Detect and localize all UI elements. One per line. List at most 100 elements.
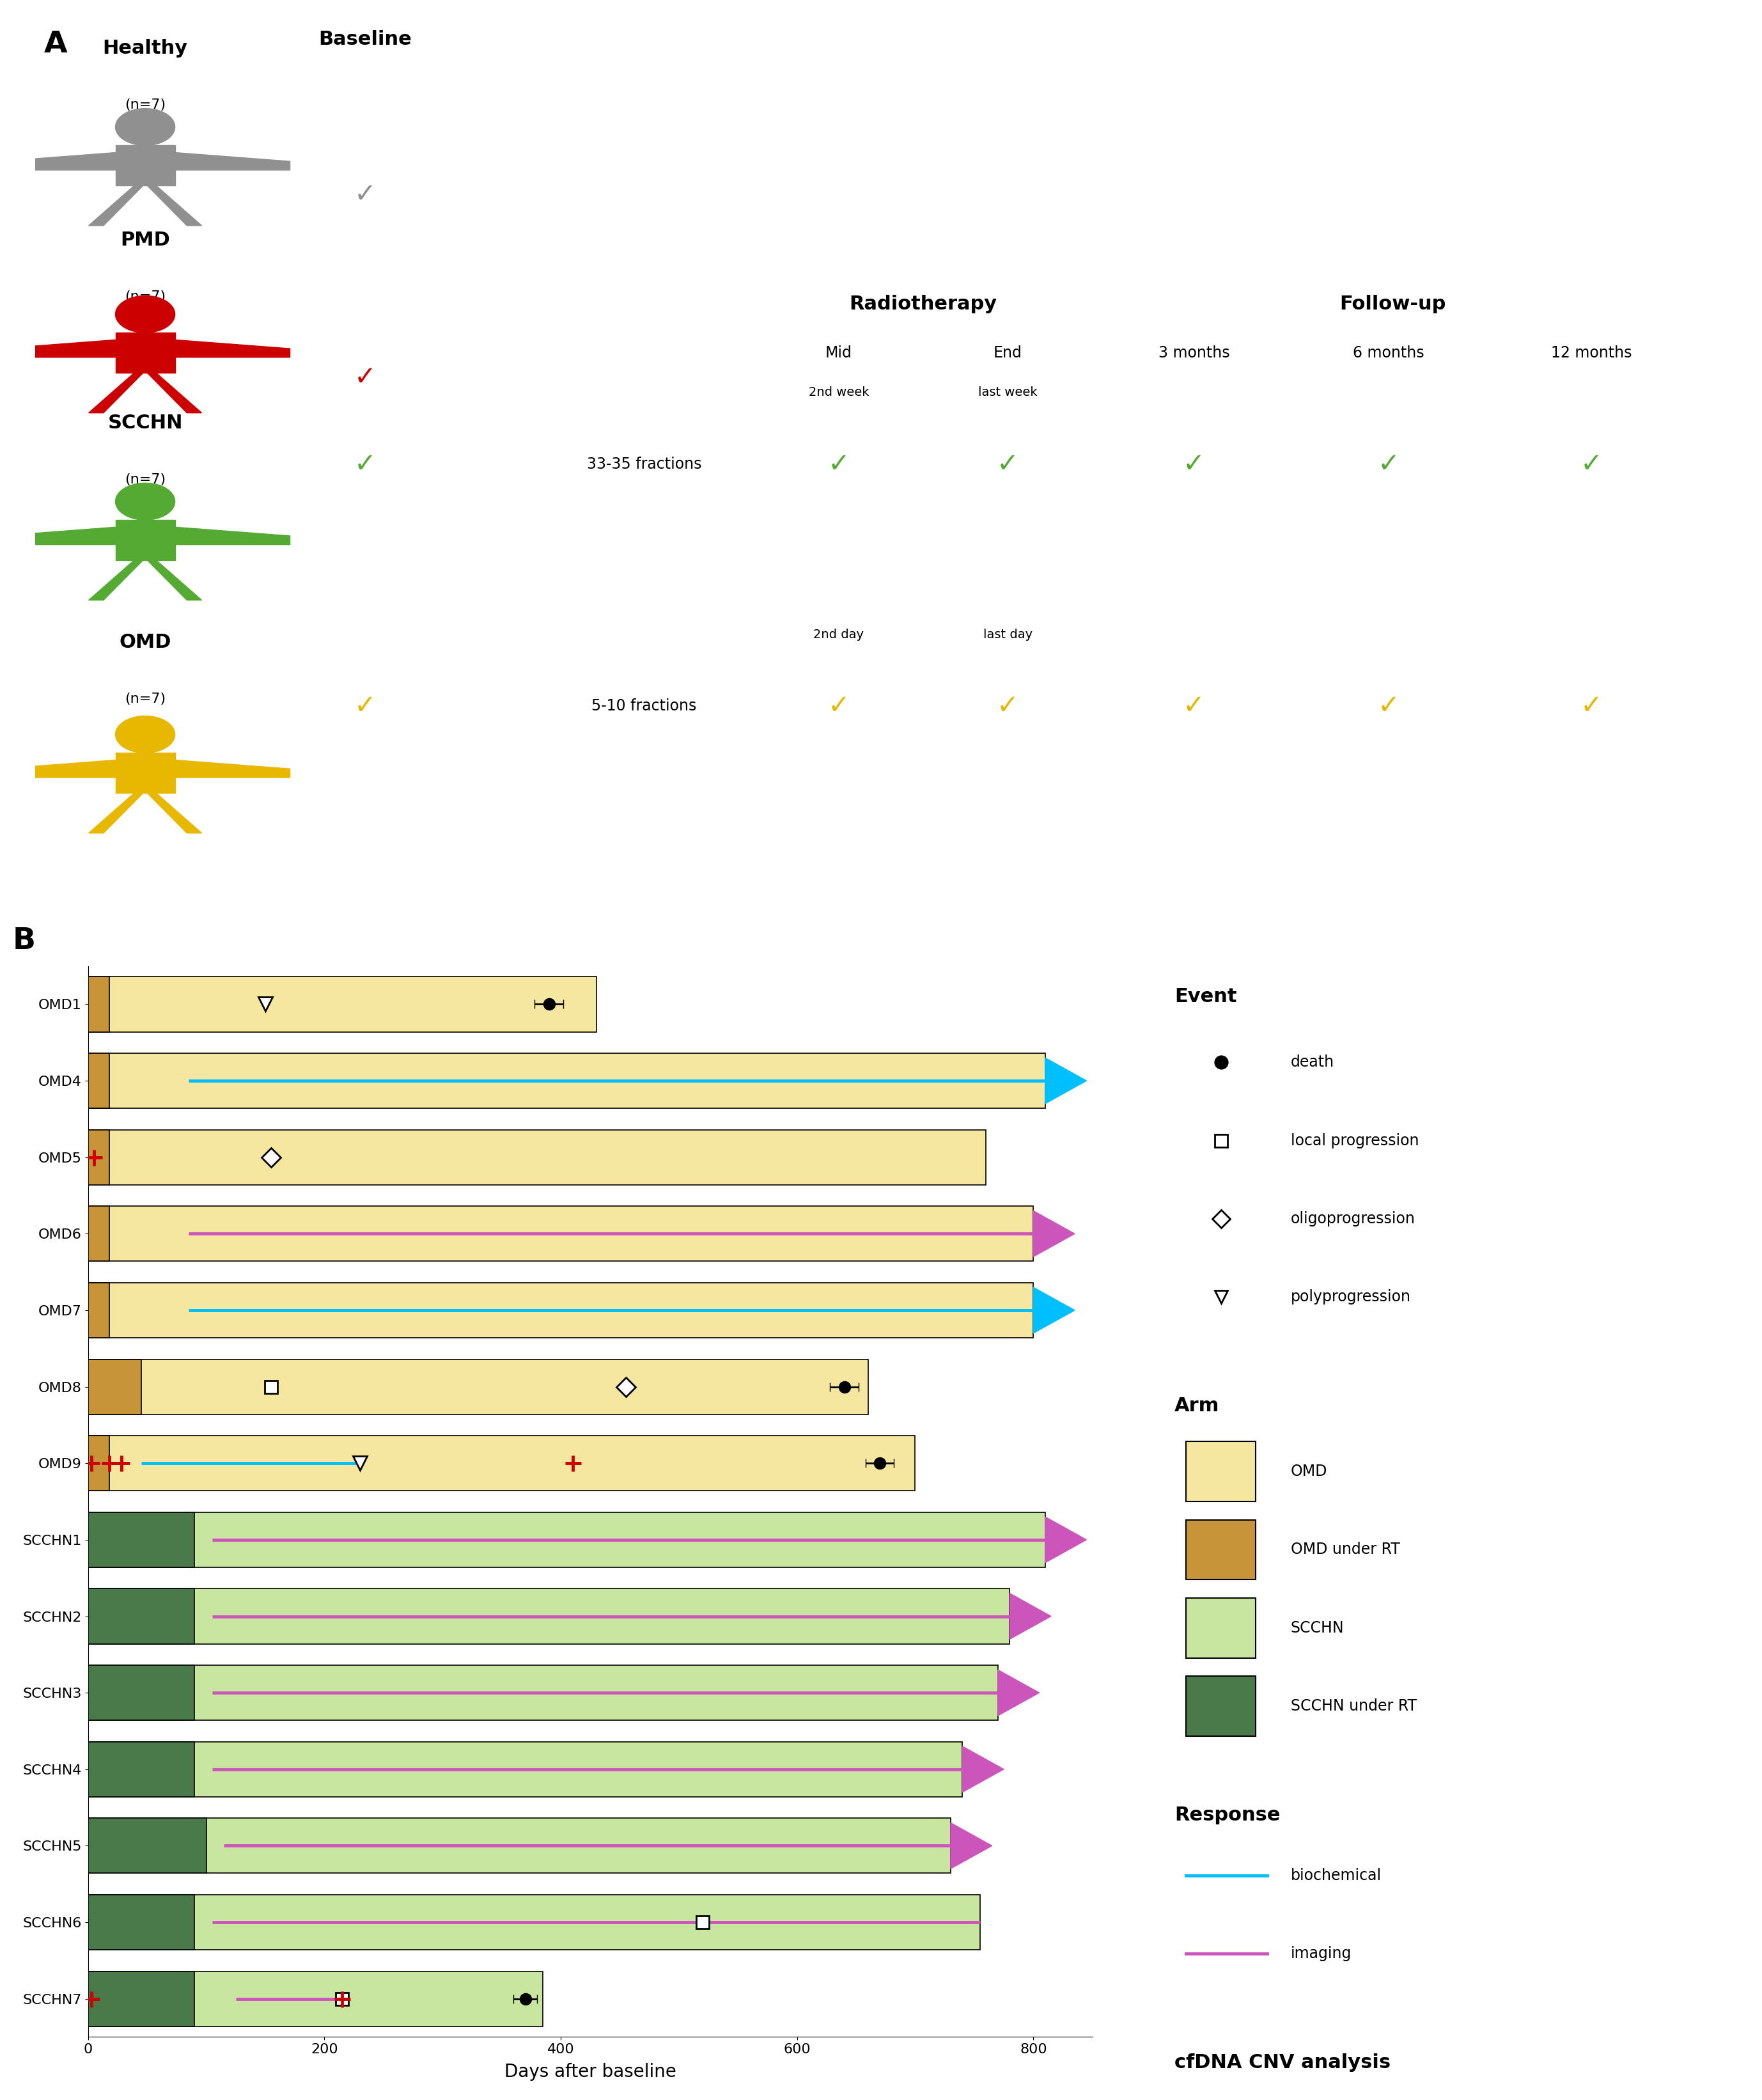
Bar — [88, 1283, 1033, 1338]
Bar — [88, 1130, 987, 1184]
Text: Healthy: Healthy — [102, 40, 189, 59]
Bar — [88, 1741, 962, 1798]
Text: SCCHN: SCCHN — [107, 414, 183, 433]
Polygon shape — [174, 527, 291, 544]
FancyBboxPatch shape — [1186, 1598, 1256, 1657]
Text: ✓: ✓ — [354, 363, 377, 391]
Bar — [88, 1205, 109, 1262]
Polygon shape — [116, 332, 174, 372]
Polygon shape — [962, 1747, 1004, 1791]
Polygon shape — [116, 716, 174, 754]
Text: Baseline: Baseline — [319, 29, 412, 48]
Text: (n=7): (n=7) — [125, 290, 166, 302]
Polygon shape — [88, 561, 143, 601]
Bar — [88, 1819, 951, 1873]
Polygon shape — [0, 340, 116, 357]
Text: SCCHN under RT: SCCHN under RT — [1290, 1699, 1417, 1714]
Bar — [88, 1205, 1033, 1262]
Bar — [88, 1972, 194, 2026]
Text: ✓: ✓ — [1581, 452, 1603, 477]
Bar — [88, 1590, 194, 1644]
Polygon shape — [116, 752, 174, 794]
Text: 3 months: 3 months — [1158, 344, 1230, 361]
X-axis label: Days after baseline: Days after baseline — [504, 2062, 677, 2081]
Text: 12 months: 12 months — [1551, 344, 1632, 361]
Polygon shape — [174, 153, 291, 170]
Text: 2nd week: 2nd week — [809, 386, 869, 399]
Bar — [88, 1512, 194, 1567]
Text: cfDNA CNV analysis: cfDNA CNV analysis — [1173, 2054, 1390, 2071]
Text: imaging: imaging — [1290, 1947, 1351, 1961]
FancyBboxPatch shape — [1186, 1676, 1256, 1737]
Text: ✓: ✓ — [1378, 452, 1399, 477]
Bar — [88, 1436, 109, 1491]
Text: ✓: ✓ — [828, 452, 849, 477]
Polygon shape — [0, 760, 116, 777]
Text: death: death — [1290, 1054, 1334, 1071]
Text: ✓: ✓ — [1182, 452, 1205, 477]
Text: ✓: ✓ — [354, 181, 377, 208]
Text: (n=7): (n=7) — [125, 99, 166, 111]
Bar — [88, 1130, 109, 1184]
Polygon shape — [88, 185, 143, 225]
Text: ✓: ✓ — [997, 693, 1018, 720]
Text: OMD under RT: OMD under RT — [1290, 1541, 1401, 1558]
Text: SCCHN: SCCHN — [1290, 1621, 1344, 1636]
Text: (n=7): (n=7) — [125, 472, 166, 485]
Text: last week: last week — [978, 386, 1038, 399]
Polygon shape — [146, 794, 203, 834]
Bar — [88, 1819, 206, 1873]
Text: last day: last day — [983, 628, 1033, 640]
Polygon shape — [1033, 1212, 1075, 1256]
Text: oligoprogression: oligoprogression — [1290, 1212, 1415, 1226]
Polygon shape — [88, 794, 143, 834]
Text: ✓: ✓ — [1378, 693, 1399, 720]
Text: ✓: ✓ — [828, 693, 849, 720]
Text: 33-35 fractions: 33-35 fractions — [587, 456, 701, 473]
Bar — [88, 1894, 194, 1949]
Text: PMD: PMD — [120, 231, 171, 250]
Polygon shape — [0, 153, 116, 170]
Polygon shape — [116, 483, 174, 521]
Text: A: A — [44, 29, 67, 59]
Text: 2nd day: 2nd day — [814, 628, 863, 640]
Polygon shape — [1045, 1516, 1087, 1562]
Polygon shape — [1010, 1594, 1052, 1640]
Polygon shape — [1045, 1058, 1087, 1105]
Polygon shape — [997, 1670, 1040, 1716]
Polygon shape — [0, 527, 116, 544]
Text: (n=7): (n=7) — [125, 693, 166, 706]
Polygon shape — [146, 185, 203, 225]
Text: Event: Event — [1173, 987, 1237, 1006]
FancyBboxPatch shape — [1186, 1520, 1256, 1579]
Bar — [88, 1359, 869, 1413]
Polygon shape — [1033, 1287, 1075, 1334]
Text: Follow-up: Follow-up — [1339, 294, 1447, 313]
Text: Mid: Mid — [825, 344, 853, 361]
Polygon shape — [116, 296, 174, 332]
Bar — [88, 1436, 914, 1491]
Bar — [88, 1741, 194, 1798]
Polygon shape — [116, 109, 174, 145]
Bar — [88, 977, 596, 1031]
Text: OMD: OMD — [120, 632, 171, 651]
Text: ✓: ✓ — [997, 452, 1018, 477]
Text: 6 months: 6 months — [1353, 344, 1424, 361]
Bar — [88, 1054, 109, 1109]
Bar — [88, 1665, 997, 1720]
Text: B: B — [12, 926, 35, 956]
Bar — [88, 1665, 194, 1720]
Text: ✓: ✓ — [1581, 693, 1603, 720]
Text: local progression: local progression — [1290, 1132, 1418, 1149]
Polygon shape — [146, 561, 203, 601]
Polygon shape — [88, 372, 143, 414]
Bar — [88, 1894, 980, 1949]
Bar — [88, 1972, 543, 2026]
Polygon shape — [951, 1823, 992, 1869]
Polygon shape — [146, 372, 203, 414]
Text: Response: Response — [1173, 1806, 1281, 1825]
Bar — [88, 1054, 1045, 1109]
Polygon shape — [116, 521, 174, 561]
Text: polyprogression: polyprogression — [1290, 1289, 1411, 1304]
Text: End: End — [994, 344, 1022, 361]
